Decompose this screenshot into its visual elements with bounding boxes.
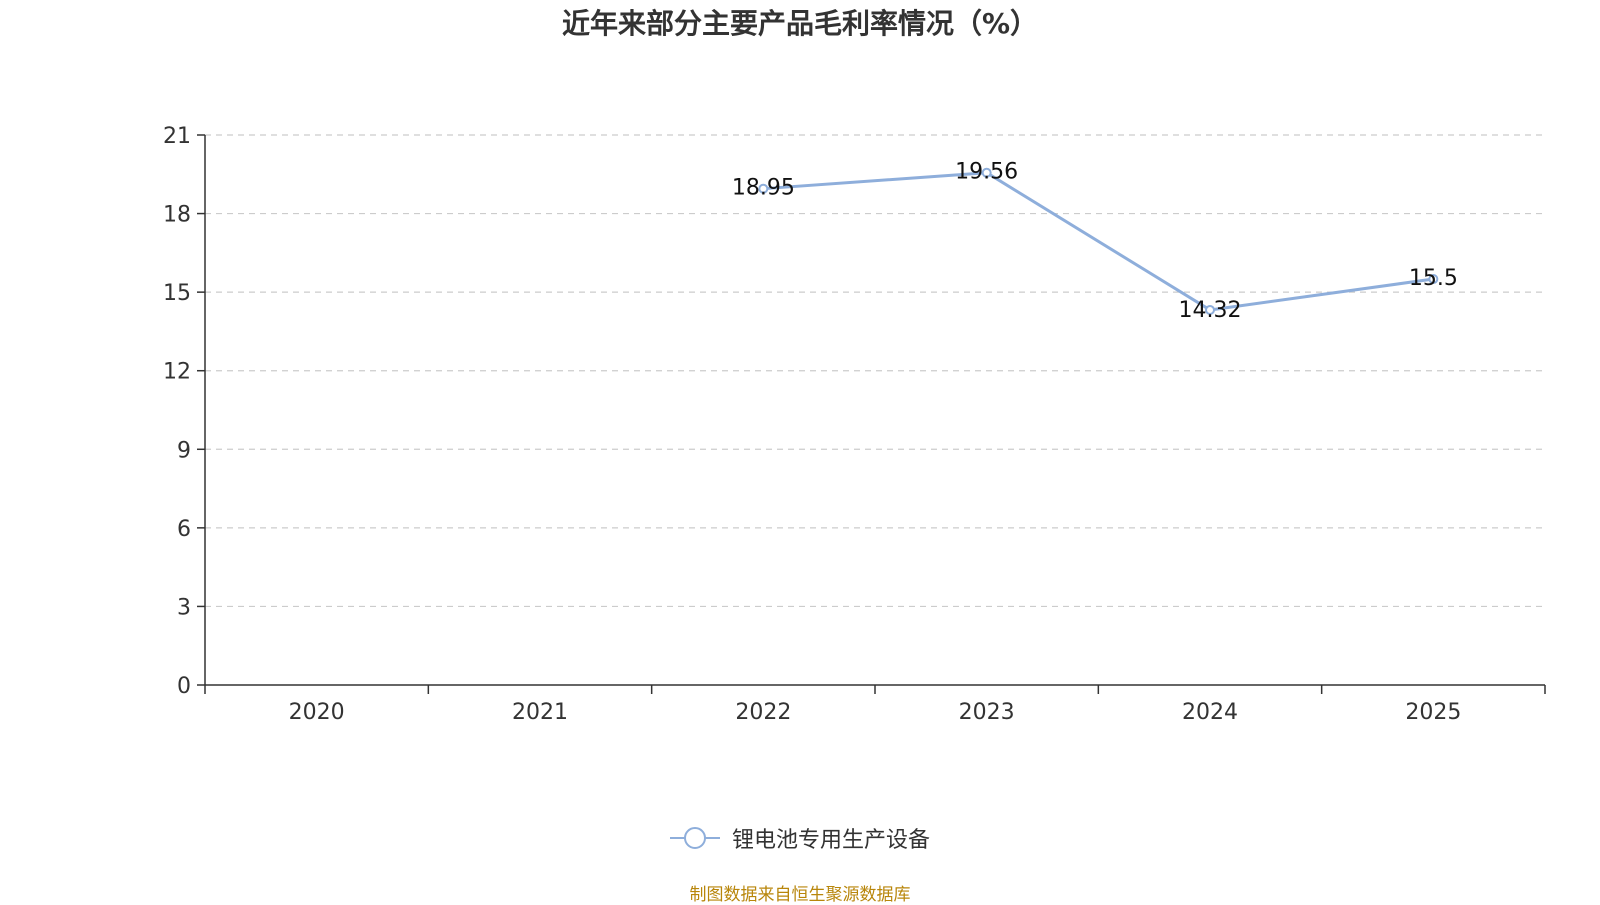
data-label: 18.95	[732, 176, 795, 201]
x-tick-label: 2021	[512, 700, 568, 725]
x-tick-label: 2025	[1405, 700, 1461, 725]
legend-label: 锂电池专用生产设备	[731, 828, 930, 853]
y-tick-label: 12	[163, 360, 191, 385]
y-tick-label: 18	[163, 203, 191, 228]
x-tick-label: 2020	[289, 700, 345, 725]
legend[interactable]: 锂电池专用生产设备	[0, 822, 1600, 854]
data-label: 19.56	[955, 160, 1018, 185]
series-lines	[758, 167, 1439, 315]
chart-title: 近年来部分主要产品毛利率情况（%）	[561, 7, 1039, 40]
gridlines	[205, 134, 1545, 608]
legend-line-circle-icon	[669, 827, 720, 849]
data-label: 14.32	[1179, 298, 1242, 323]
y-tick-label: 9	[177, 438, 191, 463]
data-labels: 18.95 19.56 14.32 15.5	[732, 160, 1458, 323]
data-point[interactable]	[1205, 304, 1215, 315]
y-tick-label: 6	[177, 517, 191, 542]
x-tick-label: 2024	[1182, 700, 1238, 725]
y-tick-label: 15	[163, 281, 191, 306]
source-note: 制图数据来自恒生聚源数据库	[689, 885, 911, 905]
data-label: 15.5	[1409, 266, 1458, 291]
x-tick-label: 2022	[735, 700, 791, 725]
data-point[interactable]	[981, 167, 992, 178]
series-line	[763, 171, 1434, 312]
data-point[interactable]	[758, 183, 769, 194]
y-tick-label: 3	[177, 595, 191, 620]
x-tick-label: 2023	[959, 700, 1015, 725]
data-point[interactable]	[1428, 274, 1439, 285]
axes: 0 3 6 9 12 15 18 21 2020 2021 2022 2023 2024 2025	[163, 124, 1546, 725]
y-tick-label: 0	[177, 674, 191, 699]
y-tick-label: 21	[163, 124, 191, 149]
